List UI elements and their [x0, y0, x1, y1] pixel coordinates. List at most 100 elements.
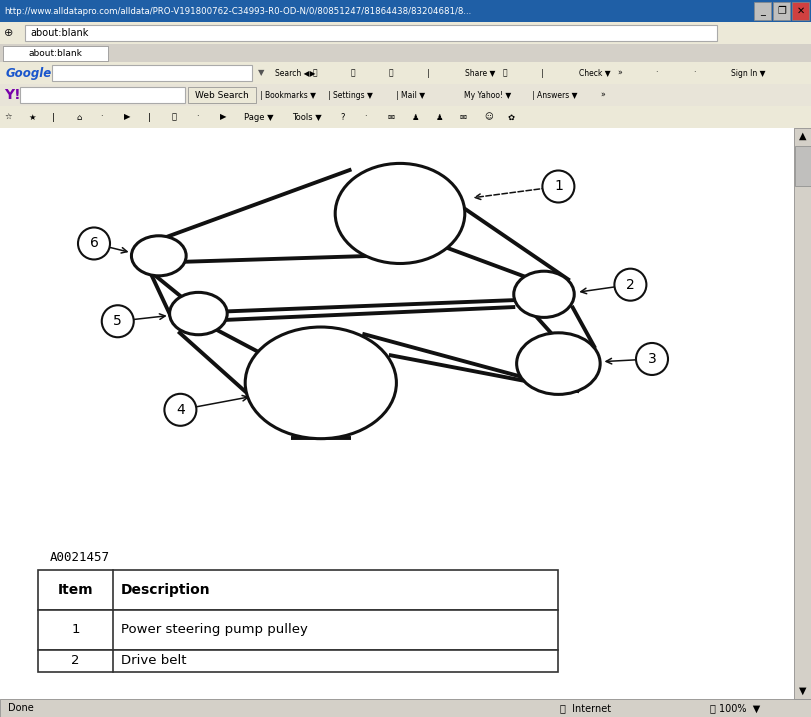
Bar: [0, 699, 811, 717]
Text: ·: ·: [692, 69, 694, 77]
Text: ⊕: ⊕: [4, 28, 13, 38]
Text: ✿: ✿: [508, 113, 514, 121]
Bar: [791, 2, 808, 20]
Text: ➕: ➕: [388, 69, 393, 77]
Text: | Settings ▼: | Settings ▼: [328, 90, 372, 100]
Ellipse shape: [131, 236, 186, 276]
Text: 2: 2: [625, 277, 634, 292]
Text: 3: 3: [647, 352, 655, 366]
Text: | Bookmarks ▼: | Bookmarks ▼: [260, 90, 315, 100]
Text: ☆: ☆: [4, 113, 11, 121]
Text: Check ▼: Check ▼: [578, 69, 610, 77]
Bar: [0, 22, 811, 44]
Circle shape: [164, 394, 196, 426]
Text: Y!: Y!: [4, 88, 20, 102]
Text: about:blank: about:blank: [30, 28, 88, 38]
Text: »: »: [616, 69, 621, 77]
Text: about:blank: about:blank: [28, 49, 82, 57]
Text: Description: Description: [121, 583, 210, 597]
Text: 🌐  Internet: 🌐 Internet: [560, 703, 611, 713]
Text: ·: ·: [100, 113, 102, 121]
Text: ·: ·: [268, 113, 270, 121]
Text: ♟: ♟: [411, 113, 419, 121]
Bar: [0, 106, 811, 128]
Text: Google: Google: [6, 67, 52, 80]
Text: ?: ?: [340, 113, 344, 121]
Bar: [0, 44, 811, 62]
Text: ✕: ✕: [796, 6, 804, 16]
Text: »: »: [599, 90, 604, 100]
Bar: [38, 650, 557, 672]
Text: 1: 1: [71, 624, 79, 637]
Text: ⌂: ⌂: [76, 113, 81, 121]
Text: Share ▼: Share ▼: [465, 69, 495, 77]
Text: ▶: ▶: [220, 113, 226, 121]
Text: ·: ·: [363, 113, 367, 121]
Bar: [38, 610, 557, 650]
Text: Done: Done: [8, 703, 34, 713]
Ellipse shape: [169, 293, 227, 335]
Text: Page ▼: Page ▼: [243, 113, 273, 121]
Text: |: |: [148, 113, 151, 121]
Text: 6: 6: [89, 237, 98, 250]
Text: ★: ★: [28, 113, 36, 121]
Text: ▼: ▼: [258, 69, 264, 77]
Text: ·: ·: [315, 113, 318, 121]
Text: |: |: [52, 113, 55, 121]
Text: 🔲: 🔲: [312, 69, 317, 77]
Bar: [52, 65, 251, 81]
Text: 4: 4: [176, 403, 185, 417]
Text: ▼: ▼: [798, 686, 806, 696]
Text: ☺: ☺: [483, 113, 492, 121]
Text: ·: ·: [654, 69, 657, 77]
Bar: [0, 62, 811, 84]
Text: 🔄: 🔄: [350, 69, 355, 77]
Bar: [25, 25, 716, 41]
Circle shape: [101, 305, 134, 337]
Text: http://www.alldatapro.com/alldata/PRO-V191800762-C34993-R0-OD-N/0/80851247/81864: http://www.alldatapro.com/alldata/PRO-V1…: [4, 6, 470, 16]
Ellipse shape: [513, 271, 573, 318]
Text: ✉: ✉: [460, 113, 466, 121]
Circle shape: [542, 171, 573, 202]
Text: ❐: ❐: [776, 6, 785, 16]
Bar: [188, 87, 255, 103]
Text: _: _: [759, 6, 764, 16]
Text: Tools ▼: Tools ▼: [292, 113, 321, 121]
Text: 🔲: 🔲: [502, 69, 507, 77]
Bar: [0, 0, 811, 22]
Text: A0021457: A0021457: [50, 551, 109, 564]
Ellipse shape: [335, 163, 464, 264]
Text: ▶: ▶: [124, 113, 131, 121]
Bar: [3, 46, 108, 61]
Bar: [20, 87, 185, 103]
Text: |: |: [540, 69, 543, 77]
Bar: [772, 2, 789, 20]
Circle shape: [614, 269, 646, 300]
Text: | Answers ▼: | Answers ▼: [531, 90, 577, 100]
Text: ♟: ♟: [436, 113, 443, 121]
Text: 🖨: 🖨: [172, 113, 177, 121]
Text: Search ◀▶: Search ◀▶: [275, 69, 315, 77]
Text: Drive belt: Drive belt: [121, 655, 187, 668]
Bar: [38, 570, 557, 610]
Circle shape: [635, 343, 667, 375]
Text: Web Search: Web Search: [195, 90, 248, 100]
Text: Power steering pump pulley: Power steering pump pulley: [121, 624, 307, 637]
Text: 🔍 100%  ▼: 🔍 100% ▼: [709, 703, 759, 713]
Bar: [793, 128, 811, 699]
Ellipse shape: [516, 333, 599, 394]
Bar: [753, 2, 770, 20]
Text: |: |: [427, 69, 429, 77]
Text: 5: 5: [114, 314, 122, 328]
Bar: [0, 84, 811, 106]
Text: Item: Item: [58, 583, 93, 597]
Text: 1: 1: [553, 179, 562, 194]
Text: My Yahoo! ▼: My Yahoo! ▼: [463, 90, 511, 100]
Circle shape: [78, 227, 109, 260]
Text: Sign In ▼: Sign In ▼: [730, 69, 765, 77]
Bar: [794, 146, 810, 186]
Text: | Mail ▼: | Mail ▼: [396, 90, 425, 100]
Text: 2: 2: [71, 655, 79, 668]
Text: ✉: ✉: [388, 113, 394, 121]
Bar: [0, 128, 793, 699]
